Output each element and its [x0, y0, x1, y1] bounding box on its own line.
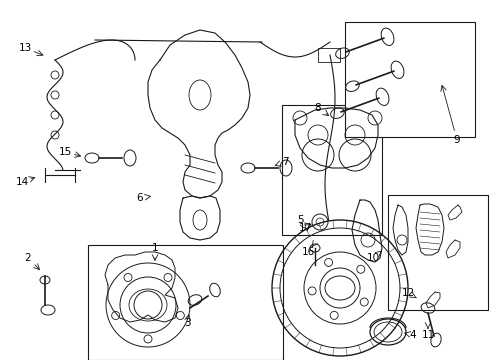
Text: 14: 14 — [15, 177, 28, 187]
Bar — [282, 105, 382, 235]
Text: 10: 10 — [367, 253, 380, 263]
Text: 15: 15 — [58, 147, 72, 157]
Text: 12: 12 — [401, 288, 415, 298]
Bar — [88, 245, 283, 360]
Text: 6: 6 — [137, 193, 143, 203]
Text: 16: 16 — [301, 247, 315, 257]
Text: 7: 7 — [282, 157, 288, 167]
Text: 5: 5 — [296, 215, 303, 225]
Text: 4: 4 — [410, 330, 416, 340]
Text: 9: 9 — [454, 135, 460, 145]
Bar — [345, 22, 475, 137]
Text: 3: 3 — [184, 318, 190, 328]
Bar — [318, 48, 340, 62]
Text: 11: 11 — [421, 330, 435, 340]
Text: 17: 17 — [298, 223, 312, 233]
Bar — [388, 195, 488, 310]
Text: 8: 8 — [315, 103, 321, 113]
Text: 13: 13 — [19, 43, 32, 53]
Text: 2: 2 — [24, 253, 31, 263]
Text: 1: 1 — [152, 243, 158, 253]
